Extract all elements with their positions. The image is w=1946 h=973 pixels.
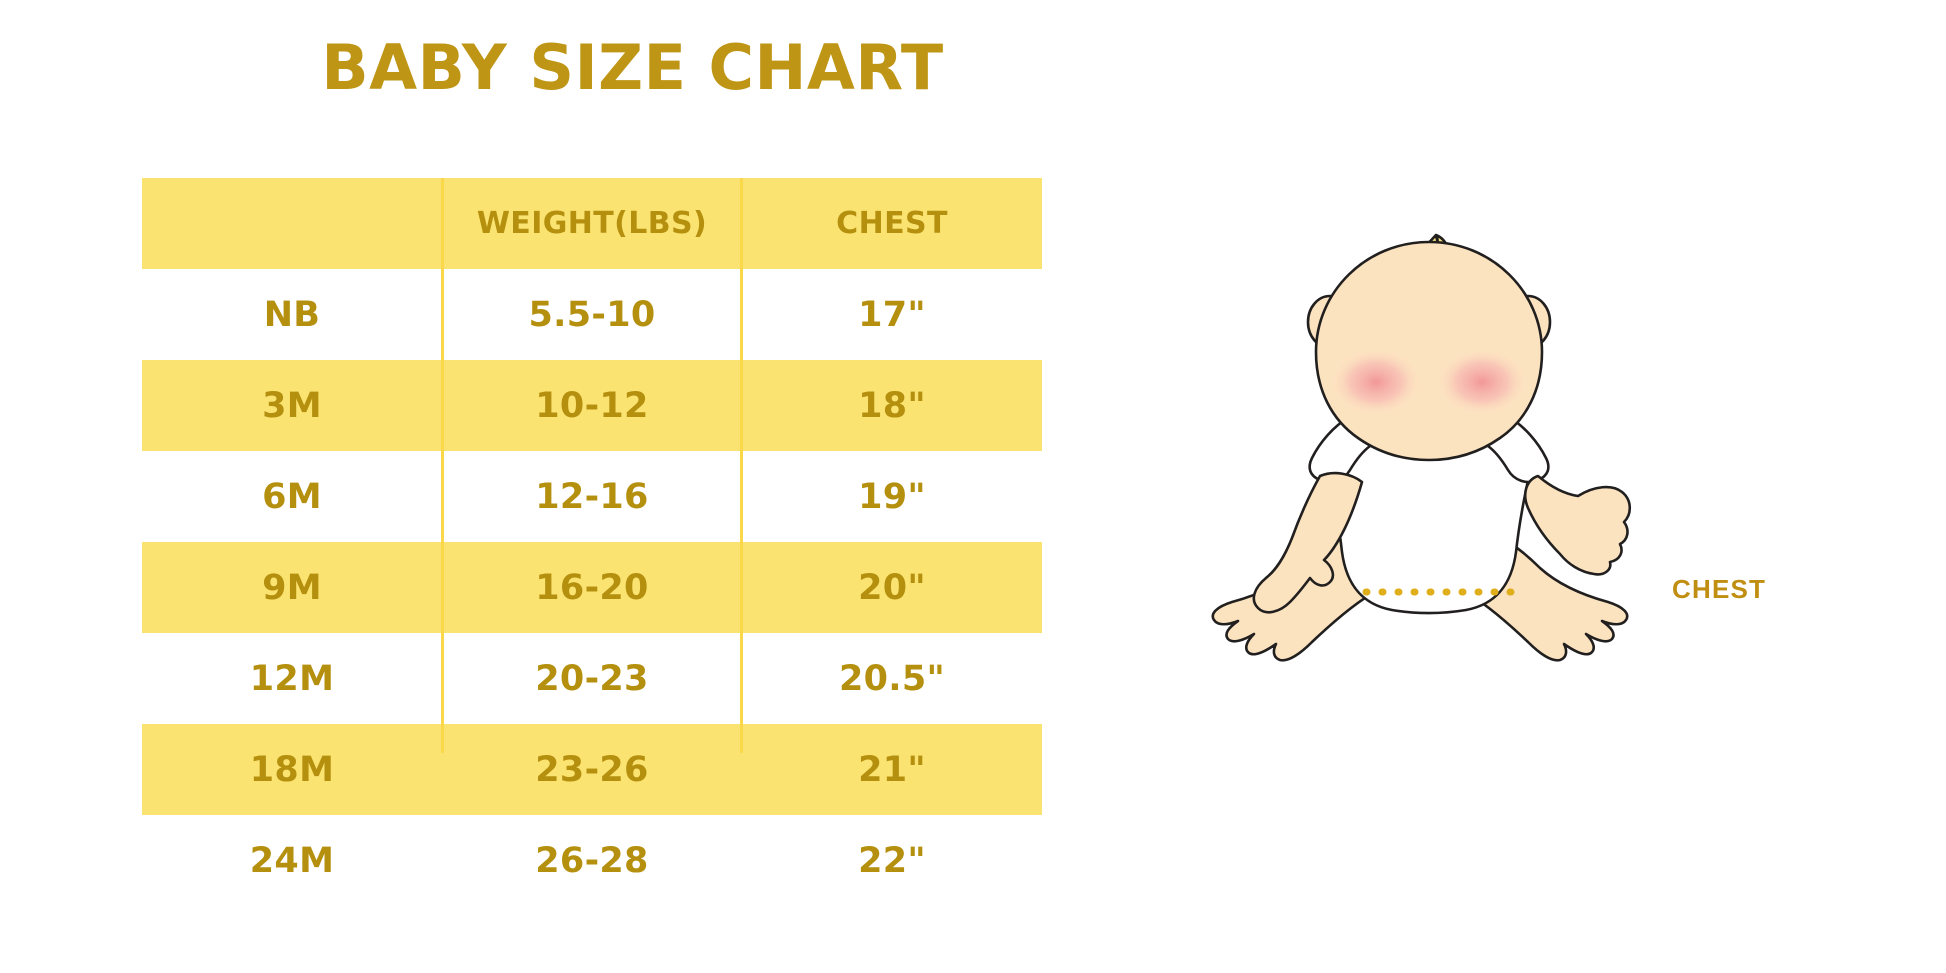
cell-size: 3M <box>262 385 322 426</box>
cell-chest: 20.5" <box>838 658 946 699</box>
table-row: NB 5.5-10 17" <box>142 269 1042 360</box>
chest-callout-label: CHEST <box>1672 574 1767 604</box>
cell-weight: 26-28 <box>535 840 649 881</box>
cell-weight: 12-16 <box>535 476 649 517</box>
baby-illustration <box>1211 233 1632 662</box>
cell-weight: 23-26 <box>535 749 649 790</box>
cell-size: 12M <box>249 658 335 699</box>
cell-chest: 22" <box>858 840 926 881</box>
column-divider-line <box>441 178 444 753</box>
cell-size: 18M <box>249 749 335 790</box>
baby-left-arm <box>1252 471 1364 614</box>
cell-weight: 20-23 <box>535 658 649 699</box>
cell-size: 9M <box>262 567 322 608</box>
table-row: 12M 20-23 20.5" <box>142 633 1042 724</box>
column-header-weight: WEIGHT(LBS) <box>476 206 708 241</box>
baby-right-blush <box>1436 348 1528 416</box>
table-row: 6M 12-16 19" <box>142 451 1042 542</box>
page-title: BABY SIZE CHART <box>321 31 944 104</box>
table-header-row: WEIGHT(LBS) CHEST <box>142 178 1042 269</box>
cell-size: 24M <box>249 840 335 881</box>
table-row: 9M 16-20 20" <box>142 542 1042 633</box>
baby-right-arm <box>1524 474 1632 576</box>
cell-weight: 16-20 <box>535 567 649 608</box>
table-row: 18M 23-26 21" <box>142 724 1042 815</box>
baby-head <box>1314 240 1544 462</box>
cell-chest: 19" <box>858 476 926 517</box>
cell-size: 6M <box>262 476 322 517</box>
cell-chest: 17" <box>858 294 926 335</box>
baby-left-blush <box>1330 348 1422 416</box>
column-header-chest: CHEST <box>836 206 948 241</box>
table-row: 3M 10-12 18" <box>142 360 1042 451</box>
column-header-size <box>142 178 442 269</box>
cell-weight: 10-12 <box>535 385 649 426</box>
cell-chest: 21" <box>858 749 926 790</box>
cell-chest: 20" <box>858 567 926 608</box>
cell-chest: 18" <box>858 385 926 426</box>
column-divider-line <box>740 178 743 753</box>
baby-size-table: WEIGHT(LBS) CHEST NB 5.5-10 17" 3M 10-12… <box>142 178 1042 906</box>
cell-size: NB <box>263 294 321 335</box>
table-row: 24M 26-28 22" <box>142 815 1042 906</box>
cell-weight: 5.5-10 <box>528 294 656 335</box>
